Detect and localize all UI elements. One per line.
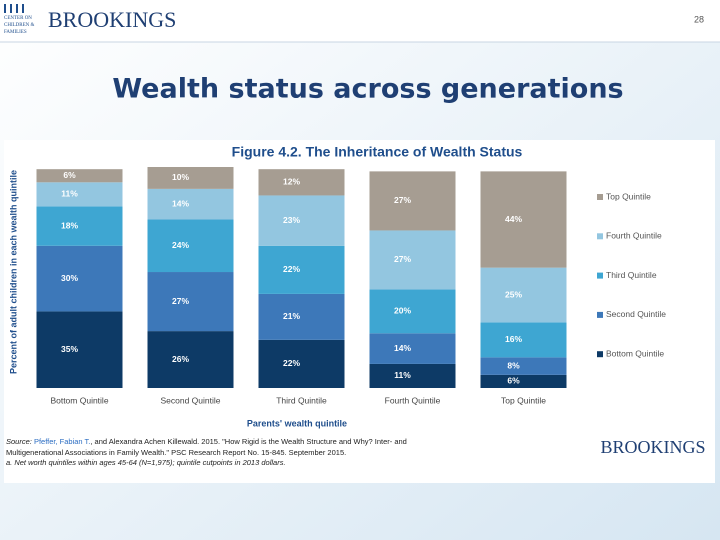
bar-segment xyxy=(36,169,123,183)
logo-sub: FAMILIES xyxy=(4,30,27,35)
data-label: 16% xyxy=(505,334,522,344)
bar-segment xyxy=(147,219,234,273)
bar-segment xyxy=(480,322,567,358)
data-label: 21% xyxy=(283,311,300,321)
legend-swatch xyxy=(597,194,603,200)
bar-segment xyxy=(480,171,567,268)
logo-sub: CENTER ON xyxy=(4,16,32,21)
source-line: Multigenerational Associations in Family… xyxy=(6,448,346,457)
legend-label: Third Quintile xyxy=(606,270,657,280)
logo-sub: CHILDREN & xyxy=(4,23,35,28)
bar-segment xyxy=(147,167,234,189)
data-label: 24% xyxy=(172,240,189,250)
data-label: 35% xyxy=(61,344,78,354)
bar-segment xyxy=(36,245,123,312)
source-text: , and Alexandra Achen Killewald. 2015. "… xyxy=(90,437,406,446)
bar-segment xyxy=(480,267,567,323)
data-label: 14% xyxy=(394,343,411,353)
legend-label: Fourth Quintile xyxy=(606,231,662,241)
data-label: 11% xyxy=(61,189,78,199)
data-label: 27% xyxy=(394,254,411,264)
x-tick-label: Top Quintile xyxy=(501,395,546,405)
bar-segment xyxy=(36,182,123,207)
data-label: 27% xyxy=(394,195,411,205)
data-label: 30% xyxy=(61,273,78,283)
bar-segment xyxy=(369,230,456,290)
header-bar xyxy=(0,0,720,42)
legend-swatch xyxy=(597,351,603,358)
page-number: 28 xyxy=(694,14,704,24)
y-axis-label: Percent of adult children in each wealth… xyxy=(8,170,18,374)
data-label: 26% xyxy=(172,354,189,364)
data-label: 11% xyxy=(394,370,411,380)
bar-segment xyxy=(369,363,456,388)
bar-segment xyxy=(258,169,345,196)
legend-label: Second Quintile xyxy=(606,309,666,319)
bar-segment xyxy=(369,333,456,364)
bar-segment xyxy=(369,171,456,231)
bar-segment xyxy=(147,331,234,388)
plot: 35% 30% 18% 11% 6% Bottom Quintile 26% 27% 24% 14… xyxy=(36,167,666,405)
bar-segment xyxy=(480,357,567,375)
source-line: Source: Pfeffer, Fabian T., and Alexandr… xyxy=(6,437,407,446)
legend-swatch xyxy=(597,233,603,240)
source-author: Pfeffer, Fabian T. xyxy=(34,437,90,446)
bar-segment xyxy=(369,289,456,334)
footer-logo: BROOKINGS xyxy=(600,437,705,457)
x-tick-label: Fourth Quintile xyxy=(385,395,441,405)
logo: BROOKINGS xyxy=(48,7,176,32)
source-note: a. Net worth quintiles within ages 45-64… xyxy=(6,458,286,467)
data-label: 22% xyxy=(283,264,300,274)
x-tick-label: Third Quintile xyxy=(276,395,327,405)
bar-segment xyxy=(147,272,234,332)
data-label: 22% xyxy=(283,358,300,368)
bar-segment xyxy=(480,374,567,388)
bar-segment xyxy=(258,293,345,340)
x-axis-label: Parents' wealth quintile xyxy=(247,418,347,428)
bar-segment xyxy=(147,188,234,220)
data-label: 20% xyxy=(394,306,411,316)
data-label: 10% xyxy=(172,172,189,182)
data-label: 18% xyxy=(61,220,78,230)
source-label: Source: xyxy=(6,437,32,446)
data-label: 8% xyxy=(507,360,520,370)
data-label: 27% xyxy=(172,296,189,306)
bar-segment xyxy=(36,206,123,246)
bar-segment xyxy=(258,195,345,246)
bar-segment xyxy=(258,245,345,294)
data-label: 25% xyxy=(505,289,522,299)
legend-label: Bottom Quintile xyxy=(606,348,664,358)
legend-swatch xyxy=(597,272,603,279)
data-label: 44% xyxy=(505,214,522,224)
data-label: 12% xyxy=(283,177,300,187)
data-label: 14% xyxy=(172,198,189,208)
slide-title: Wealth status across generations xyxy=(112,74,623,105)
data-label: 6% xyxy=(63,170,76,180)
bar-segment xyxy=(258,339,345,388)
chart-title: Figure 4.2. The Inheritance of Wealth St… xyxy=(232,144,523,160)
data-label: 23% xyxy=(283,215,300,225)
data-label: 6% xyxy=(507,376,520,386)
legend-label: Top Quintile xyxy=(606,191,651,201)
legend-swatch xyxy=(597,311,603,318)
x-tick-label: Second Quintile xyxy=(160,395,220,405)
bar-segment xyxy=(36,311,123,388)
logo-mark xyxy=(4,4,24,13)
x-tick-label: Bottom Quintile xyxy=(50,395,108,405)
